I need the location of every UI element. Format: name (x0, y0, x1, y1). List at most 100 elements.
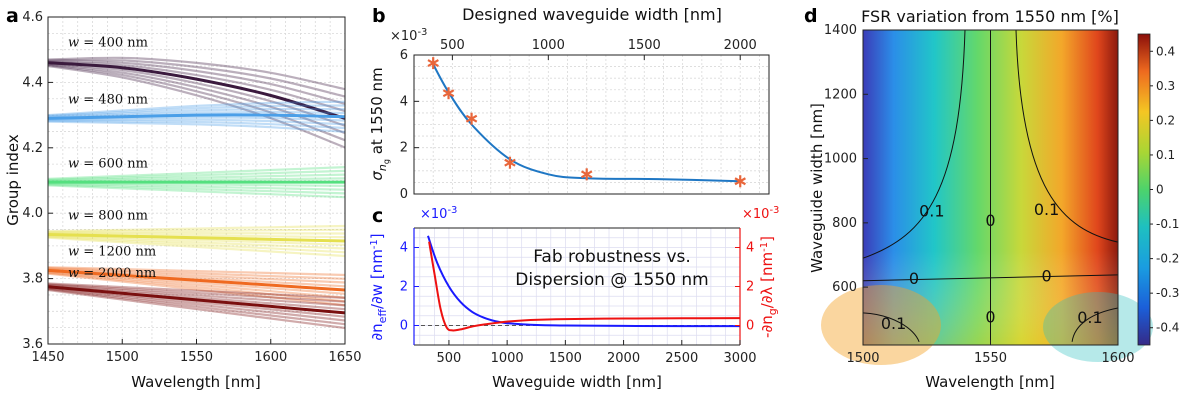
panel-c-annotation-line2: Dispersion @ 1550 nm (515, 270, 708, 290)
y-tick-label-right: 2 (746, 280, 754, 295)
series-spread-line (48, 58, 345, 98)
x-tick-label: 2500 (665, 351, 698, 366)
panel-d-title: FSR variation from 1550 nm [%] (861, 7, 1119, 26)
contour-label: 0.1 (1077, 308, 1102, 327)
panel-c-annotation-line1: Fab robustness vs. (533, 247, 691, 267)
series-spread-line (48, 64, 345, 142)
series-spread-line (48, 173, 345, 182)
colorbar-tick-label: 0.1 (1156, 148, 1175, 162)
panel-c-left-multiplier: ×10-3 (420, 205, 457, 222)
colorbar-tick-label: 0.2 (1156, 113, 1175, 127)
panel-d-ylabel: Waveguide width [nm] (808, 103, 826, 273)
x-tick-label: 2000 (607, 351, 640, 366)
y-tick-label-right: 0 (746, 319, 754, 334)
contour-label: 0.1 (919, 201, 944, 220)
series-spread-line (48, 60, 345, 105)
star-stroke (427, 59, 439, 68)
panel-b-series (432, 63, 741, 183)
fit-line (432, 63, 741, 183)
x-tick-label: 1000 (532, 38, 565, 53)
series-spread-line (48, 104, 345, 117)
star-stroke (580, 170, 593, 179)
series-spread-line (48, 182, 345, 191)
x-tick-label: 1450 (31, 350, 64, 365)
panel-c-left-ylabel: ∂neff/∂w [nm-1] (368, 233, 389, 340)
y-tick-label: 1400 (824, 23, 857, 38)
series-line (48, 61, 345, 120)
data-star (442, 87, 455, 100)
series-label: w = 480 nm (68, 93, 148, 108)
y-tick-label: 3.8 (22, 272, 43, 287)
contour-label: 0 (1042, 267, 1052, 286)
panel-a-ylabel: Group index (4, 134, 22, 226)
x-tick-label: 1600 (254, 350, 287, 365)
x-tick-label: 1550 (180, 350, 213, 365)
panel-c-right-ylabel: -∂ng/∂λ [nm-1] (758, 236, 779, 338)
series-line (48, 268, 345, 292)
series-spread-line (48, 56, 345, 91)
y-tick-label-left: 2 (400, 280, 408, 295)
y-tick-label: 4.0 (22, 206, 43, 221)
x-tick-label: 500 (437, 351, 462, 366)
colorbar-tick-label: 0.4 (1156, 44, 1175, 58)
y-tick-label: 6 (400, 48, 408, 63)
y-tick-label: 4 (400, 94, 408, 109)
y-tick-label: 0 (400, 187, 408, 202)
contour-label: 0 (985, 211, 995, 230)
star-stroke (465, 114, 478, 123)
panel-a-series (48, 56, 345, 330)
series-label: w = 400 nm (68, 35, 148, 50)
star-stroke (504, 158, 516, 167)
series-spread-line (48, 64, 345, 149)
series-label: w = 1200 nm (68, 245, 156, 260)
series-spread-line (48, 266, 345, 277)
panel-label-c: c (372, 205, 383, 227)
panel-a-chart: w = 400 nm w = 480 nm w = 600 nm w = 800 nm… (22, 10, 361, 365)
series-label: w = 2000 nm (68, 266, 156, 281)
series-line (428, 241, 740, 332)
panel-label-d: d (804, 5, 818, 27)
x-tick-label: 1650 (328, 350, 361, 365)
x-tick-label: 1500 (628, 38, 661, 53)
y-tick-label: 4.4 (22, 75, 43, 90)
series-spread-line (48, 100, 345, 117)
panel-b-chart: 500 1000 1500 2000 0 2 4 6 (400, 38, 770, 202)
contour-label: 0 (909, 269, 919, 288)
star-stroke (442, 89, 455, 98)
series-spread-line (48, 283, 345, 303)
y-tick-label: 800 (832, 216, 857, 231)
panel-b-top-xlabel: Designed waveguide width [nm] (462, 5, 722, 24)
series-spread-line (48, 120, 345, 133)
y-tick-label-left: 0 (400, 319, 408, 334)
y-tick-label-right: 4 (746, 241, 754, 256)
series-line (48, 233, 345, 243)
y-tick-label: 2 (400, 141, 408, 156)
panel-b-multiplier: ×10-3 (390, 27, 427, 44)
series-spread-line (48, 287, 345, 322)
panel-c-right-multiplier: ×10-3 (742, 205, 779, 222)
series-spread-line (48, 267, 345, 284)
y-tick-label: 3.6 (22, 337, 43, 352)
colorbar-tick-label: -0.1 (1156, 217, 1179, 231)
series-spread-line (48, 183, 345, 195)
series-spread-line (48, 272, 345, 307)
data-star (580, 168, 593, 181)
series-spread-line (48, 60, 345, 113)
series-spread-line (48, 236, 345, 258)
series-line (427, 235, 740, 328)
panel-c-chart: 500 1000 1500 2000 2500 3000 0 2 4 0 2 4 (400, 227, 757, 366)
x-tick-label: 1000 (491, 351, 524, 366)
contour-line (1015, 30, 1118, 243)
series-spread-line (48, 266, 345, 280)
data-star (465, 112, 478, 125)
y-tick-label: 4.6 (22, 10, 43, 25)
series-spread-line (48, 169, 345, 181)
series-line (48, 113, 345, 120)
colorbar-tick-label: -0.2 (1156, 252, 1179, 266)
series-spread-line (48, 231, 345, 235)
contour-line (863, 274, 1118, 282)
panel-d-xlabel: Wavelength [nm] (925, 373, 1055, 391)
contour-line (863, 30, 966, 259)
series-spread-line (48, 184, 345, 199)
panel-d-chart: 0.1 0.1 0 0 0 0 0.1 0.1 1500 1550 1600 600 800 1000 12… (821, 23, 1179, 366)
